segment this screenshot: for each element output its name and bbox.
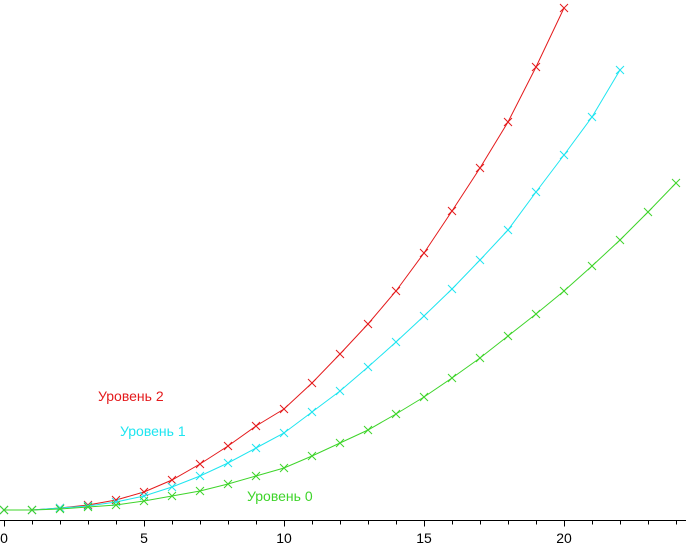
data-point-marker [251, 443, 261, 453]
data-point-marker [251, 471, 261, 481]
data-point-marker [335, 438, 345, 448]
series-label-level-0: Уровень 0 [247, 488, 313, 504]
x-tick-label: 10 [276, 530, 292, 546]
data-point-marker [279, 428, 289, 438]
data-point-marker [503, 117, 513, 127]
data-point-marker [195, 459, 205, 469]
data-point-marker [307, 378, 317, 388]
data-point-marker [587, 261, 597, 271]
x-tick-label: 15 [416, 530, 432, 546]
data-point-marker [335, 386, 345, 396]
data-point-marker [531, 309, 541, 319]
data-point-marker [363, 362, 373, 372]
data-point-marker [55, 504, 65, 514]
data-point-marker [447, 284, 457, 294]
x-axis: 0 5 10 15 20 [0, 520, 686, 546]
data-point-marker [195, 471, 205, 481]
data-point-marker [363, 319, 373, 329]
data-point-marker [27, 505, 37, 515]
data-point-marker [223, 479, 233, 489]
data-point-marker [391, 409, 401, 419]
data-point-marker [447, 373, 457, 383]
series-0 [0, 3, 569, 515]
x-tick-label: 0 [0, 530, 8, 546]
data-point-marker [279, 463, 289, 473]
data-point-marker [475, 163, 485, 173]
data-point-marker [251, 421, 261, 431]
data-point-marker [559, 3, 569, 13]
data-point-marker [391, 286, 401, 296]
data-point-marker [335, 349, 345, 359]
data-point-marker [307, 451, 317, 461]
data-point-marker [475, 353, 485, 363]
series-1 [0, 65, 625, 515]
data-point-marker [531, 187, 541, 197]
data-point-marker [0, 505, 9, 515]
data-point-marker [195, 486, 205, 496]
data-point-marker [447, 206, 457, 216]
data-point-marker [419, 248, 429, 258]
data-point-marker [167, 491, 177, 501]
data-point-marker [83, 501, 93, 511]
series-layer [0, 3, 681, 515]
data-point-marker [391, 337, 401, 347]
data-point-marker [363, 425, 373, 435]
data-point-marker [111, 500, 121, 510]
data-point-marker [167, 475, 177, 485]
data-point-marker [671, 178, 681, 188]
data-point-marker [83, 502, 93, 512]
data-point-marker [643, 207, 653, 217]
data-point-marker [559, 286, 569, 296]
data-point-marker [419, 392, 429, 402]
series-2 [0, 178, 681, 515]
data-point-marker [419, 311, 429, 321]
data-point-marker [503, 225, 513, 235]
data-point-marker [475, 255, 485, 265]
data-point-marker [139, 496, 149, 506]
data-point-marker [167, 482, 177, 492]
data-point-marker [615, 235, 625, 245]
series-label-level-1: Уровень 1 [120, 423, 186, 439]
data-point-marker [307, 407, 317, 417]
data-point-marker [279, 404, 289, 414]
data-point-marker [55, 503, 65, 513]
series-line [4, 69, 621, 511]
series-line [4, 182, 677, 511]
data-point-marker [223, 441, 233, 451]
series-line [4, 7, 565, 511]
series-label-level-2: Уровень 2 [98, 388, 164, 404]
x-tick-label: 5 [140, 530, 148, 546]
data-point-marker [587, 112, 597, 122]
series-labels: Уровень 2 Уровень 1 Уровень 0 [98, 388, 313, 504]
x-tick-label: 20 [556, 530, 572, 546]
data-point-marker [503, 331, 513, 341]
data-point-marker [223, 458, 233, 468]
data-point-marker [531, 62, 541, 72]
data-point-marker [559, 150, 569, 160]
data-point-marker [615, 65, 625, 75]
